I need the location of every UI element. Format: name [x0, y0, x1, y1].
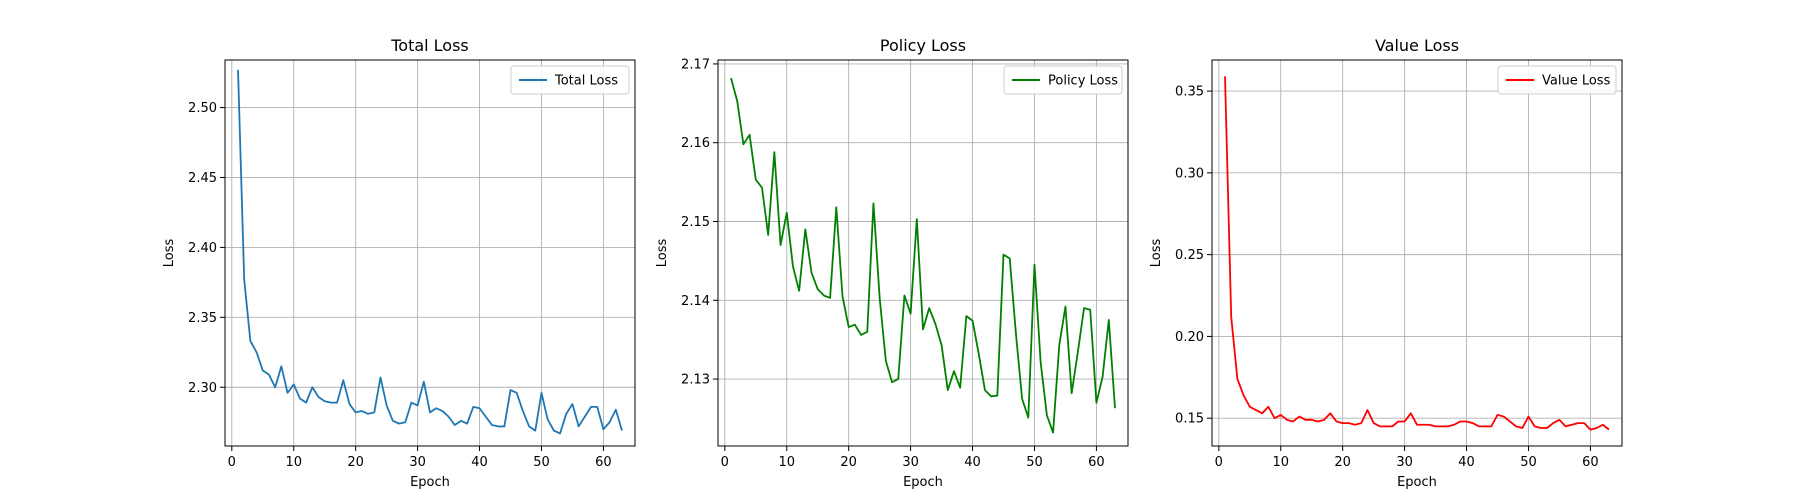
x-tick-label: 10	[1272, 455, 1289, 470]
x-tick-label: 50	[1026, 455, 1043, 470]
legend-box	[510, 65, 630, 95]
chart-panel-3: 0 10 20 30 40 50 60 0.15 0.20 0.25 0.30 0.35 Value L…	[1149, 36, 1623, 490]
legend: Value Loss	[1497, 65, 1617, 95]
x-tick-label: 60	[1582, 455, 1599, 470]
chart-panel-2: 0 10 20 30 40 50 60 2.13 2.14 2.15 2.16 2.17 Policy …	[655, 36, 1129, 490]
x-tick-label: 10	[285, 455, 302, 470]
x-tick-label: 20	[347, 455, 364, 470]
plot-frame	[717, 59, 1129, 447]
y-tick-label: 2.50	[188, 101, 217, 116]
plot-frame	[1211, 59, 1623, 447]
y-axis-label: Loss	[162, 239, 177, 268]
chart-title: Total Loss	[390, 36, 469, 55]
series-line-value-loss	[1224, 76, 1610, 431]
y-tick-label: 2.30	[188, 381, 217, 396]
x-tick-label: 0	[228, 455, 236, 470]
x-tick-label: 60	[1088, 455, 1105, 470]
y-tick-label: 2.17	[681, 57, 710, 72]
y-tick-label: 0.20	[1175, 330, 1204, 345]
x-tick-label: 50	[533, 455, 550, 470]
y-tick-label: 2.15	[681, 215, 710, 230]
x-axis-label: Epoch	[1397, 475, 1437, 490]
y-tick-label: 0.25	[1175, 248, 1204, 263]
x-tick-label: 30	[409, 455, 426, 470]
chart-title: Policy Loss	[880, 36, 966, 55]
x-tick-label: 40	[1458, 455, 1475, 470]
legend: Policy Loss	[1003, 65, 1123, 95]
y-axis-label: Loss	[655, 239, 670, 268]
x-tick-label: 20	[840, 455, 857, 470]
series-line-total-loss	[237, 69, 623, 435]
x-tick-label: 20	[1334, 455, 1351, 470]
legend-label: Total Loss	[554, 74, 618, 89]
x-tick-label: 30	[1396, 455, 1413, 470]
plot-frame	[224, 59, 636, 447]
chart-title: Value Loss	[1375, 36, 1459, 55]
x-axis-label: Epoch	[410, 475, 450, 490]
x-tick-label: 10	[778, 455, 795, 470]
y-tick-label: 2.13	[681, 373, 710, 388]
x-tick-label: 50	[1520, 455, 1537, 470]
y-tick-label: 0.35	[1175, 85, 1204, 100]
x-axis-label: Epoch	[903, 475, 943, 490]
x-tick-label: 40	[964, 455, 981, 470]
chart-panel-1: 0 10 20 30 40 50 60 2.30 2.35 2.40 2.45 2.50 Total L…	[162, 36, 636, 490]
y-tick-label: 2.45	[188, 171, 217, 186]
legend-box	[1003, 65, 1123, 95]
x-tick-label: 0	[721, 455, 729, 470]
legend-label: Value Loss	[1542, 74, 1611, 89]
x-tick-label: 60	[595, 455, 612, 470]
y-tick-label: 2.40	[188, 241, 217, 256]
legend: Total Loss	[510, 65, 630, 95]
series-line-policy-loss	[730, 77, 1116, 434]
y-tick-label: 0.15	[1175, 412, 1204, 427]
legend-label: Policy Loss	[1048, 74, 1118, 89]
y-tick-label: 2.14	[681, 294, 710, 309]
x-tick-label: 30	[902, 455, 919, 470]
x-tick-label: 40	[471, 455, 488, 470]
x-tick-label: 0	[1215, 455, 1223, 470]
y-axis-label: Loss	[1149, 239, 1164, 268]
y-tick-label: 0.30	[1175, 166, 1204, 181]
legend-box	[1497, 65, 1617, 95]
y-tick-label: 2.35	[188, 311, 217, 326]
y-tick-label: 2.16	[681, 136, 710, 151]
